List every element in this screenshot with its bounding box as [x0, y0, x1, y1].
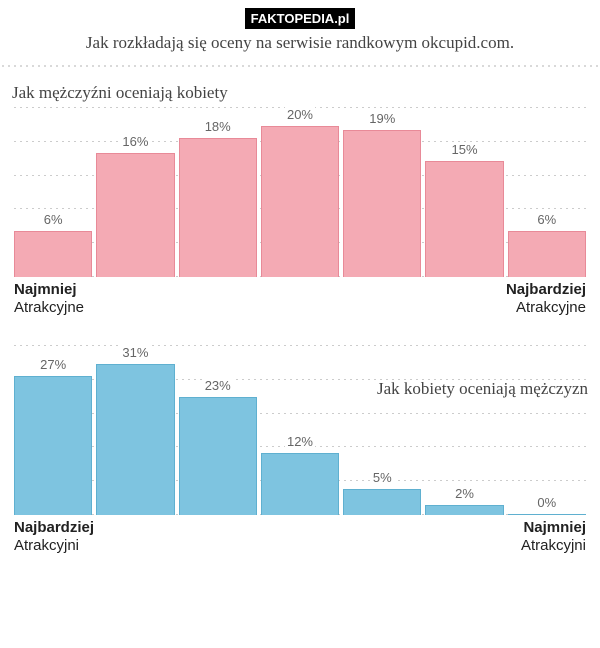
chart1-section: Jak mężczyźni oceniają kobiety 6% 16% 18% 2… — [0, 83, 600, 317]
bar — [179, 397, 257, 515]
chart2-axis: Najbardziej Atrakcyjni Najmniej Atrakcyj… — [12, 515, 588, 555]
axis-label-strong: Najbardziej — [506, 281, 586, 299]
bar-value-label: 16% — [120, 134, 150, 149]
bar — [179, 138, 257, 277]
bar — [14, 376, 92, 515]
chart1-axis-right: Najbardziej Atrakcyjne — [506, 281, 586, 317]
chart2-bars: 27% 31% 23% 12% 5% 2% 0% — [12, 345, 588, 515]
bar-wrap: 16% — [96, 107, 174, 277]
bar — [425, 505, 503, 515]
bar-value-label: 27% — [38, 357, 68, 372]
axis-label-sub: Atrakcyjni — [521, 537, 586, 555]
bar — [96, 364, 174, 515]
chart1-bars: 6% 16% 18% 20% 19% 15% 6% — [12, 107, 588, 277]
bar-wrap: 5% — [343, 345, 421, 515]
bar-wrap: 2% — [425, 345, 503, 515]
chart1-title: Jak mężczyźni oceniają kobiety — [12, 83, 588, 103]
bar — [14, 231, 92, 277]
bar-wrap: 27% — [14, 345, 92, 515]
chart1-axis: Najmniej Atrakcyjne Najbardziej Atrakcyj… — [12, 277, 588, 317]
logo-badge: FAKTOPEDIA.pl — [245, 8, 356, 29]
bar — [508, 231, 586, 277]
bar-value-label: 23% — [203, 378, 233, 393]
bar-value-label: 20% — [285, 107, 315, 122]
page-subtitle: Jak rozkładają się oceny na serwisie ran… — [0, 33, 600, 53]
chart1-axis-left: Najmniej Atrakcyjne — [14, 281, 84, 317]
bar-value-label: 0% — [535, 495, 558, 510]
bar — [343, 489, 421, 515]
bar-value-label: 5% — [371, 470, 394, 485]
bar-value-label: 18% — [203, 119, 233, 134]
chart2-axis-left: Najbardziej Atrakcyjni — [14, 519, 94, 555]
bar-wrap: 6% — [14, 107, 92, 277]
bar-wrap: 31% — [96, 345, 174, 515]
header: FAKTOPEDIA.pl Jak rozkładają się oceny n… — [0, 0, 600, 53]
chart2-title: Jak kobiety oceniają mężczyzn — [377, 379, 588, 399]
bar — [96, 153, 174, 277]
bar-wrap: 6% — [508, 107, 586, 277]
chart1-area: 6% 16% 18% 20% 19% 15% 6% — [12, 107, 588, 277]
chart2-section: Jak kobiety oceniają mężczyzn 27% 31% 23% 1… — [0, 345, 600, 555]
bar — [343, 130, 421, 277]
bar-value-label: 12% — [285, 434, 315, 449]
bar-value-label: 19% — [367, 111, 397, 126]
bar-value-label: 15% — [450, 142, 480, 157]
axis-label-sub: Atrakcyjne — [506, 299, 586, 317]
bar-wrap: 19% — [343, 107, 421, 277]
axis-label-sub: Atrakcyjne — [14, 299, 84, 317]
bar — [261, 126, 339, 277]
bar-wrap: 12% — [261, 345, 339, 515]
bar-wrap: 20% — [261, 107, 339, 277]
bar-wrap: 15% — [425, 107, 503, 277]
chart2-axis-right: Najmniej Atrakcyjni — [521, 519, 586, 555]
bar-value-label: 6% — [42, 212, 65, 227]
divider — [0, 59, 600, 69]
chart2-area: 27% 31% 23% 12% 5% 2% 0% — [12, 345, 588, 515]
axis-label-strong: Najmniej — [14, 281, 84, 299]
bar-value-label: 6% — [535, 212, 558, 227]
bar — [508, 514, 586, 515]
bar-value-label: 31% — [120, 345, 150, 360]
bar-wrap: 23% — [179, 345, 257, 515]
bar — [261, 453, 339, 515]
axis-label-sub: Atrakcyjni — [14, 537, 94, 555]
bar-value-label: 2% — [453, 486, 476, 501]
bar-wrap: 0% — [508, 345, 586, 515]
axis-label-strong: Najmniej — [521, 519, 586, 537]
axis-label-strong: Najbardziej — [14, 519, 94, 537]
bar — [425, 161, 503, 277]
bar-wrap: 18% — [179, 107, 257, 277]
